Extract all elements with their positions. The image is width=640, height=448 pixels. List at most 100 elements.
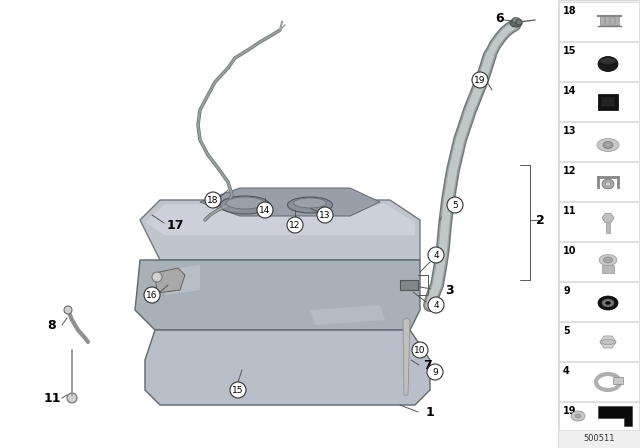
Bar	[605, 16, 609, 25]
Polygon shape	[145, 204, 415, 235]
Ellipse shape	[600, 340, 616, 345]
Bar	[559, 242, 639, 281]
Ellipse shape	[598, 296, 618, 310]
Text: 500511: 500511	[583, 434, 615, 443]
Text: 7: 7	[424, 358, 433, 371]
Ellipse shape	[287, 197, 333, 213]
Text: 18: 18	[563, 6, 577, 16]
Bar	[559, 82, 639, 121]
Text: 1: 1	[426, 405, 435, 418]
Circle shape	[412, 342, 428, 358]
Text: 19: 19	[563, 406, 577, 416]
Text: 17: 17	[166, 219, 184, 232]
Text: 11: 11	[563, 206, 577, 216]
Bar	[559, 362, 639, 401]
Bar	[601, 97, 615, 107]
Ellipse shape	[220, 196, 270, 214]
Text: 15: 15	[563, 46, 577, 56]
Bar	[558, 0, 640, 448]
Text: 12: 12	[289, 220, 301, 229]
Text: 12: 12	[563, 166, 577, 176]
Circle shape	[428, 247, 444, 263]
Circle shape	[67, 393, 77, 403]
Ellipse shape	[605, 182, 611, 186]
Bar	[610, 16, 614, 25]
Text: 2: 2	[536, 214, 545, 227]
Circle shape	[472, 72, 488, 88]
Text: 11: 11	[44, 392, 61, 405]
Polygon shape	[135, 260, 420, 330]
Circle shape	[144, 287, 160, 303]
Circle shape	[64, 306, 72, 314]
Polygon shape	[140, 200, 420, 260]
Circle shape	[287, 217, 303, 233]
Text: 6: 6	[496, 12, 504, 25]
Ellipse shape	[571, 411, 585, 421]
Circle shape	[447, 197, 463, 213]
Bar	[559, 42, 639, 81]
Text: 10: 10	[563, 246, 577, 256]
Bar	[613, 377, 623, 384]
Text: 5: 5	[563, 326, 570, 336]
Bar	[559, 322, 639, 361]
Bar	[559, 122, 639, 161]
Bar	[559, 202, 639, 241]
Ellipse shape	[605, 302, 611, 305]
Polygon shape	[403, 318, 410, 395]
Ellipse shape	[603, 142, 613, 148]
Circle shape	[230, 382, 246, 398]
Circle shape	[205, 192, 221, 208]
Text: 14: 14	[259, 206, 271, 215]
Bar	[400, 280, 418, 290]
Ellipse shape	[605, 143, 611, 146]
Text: 15: 15	[232, 385, 244, 395]
Text: 8: 8	[48, 319, 56, 332]
Text: 9: 9	[563, 286, 570, 296]
Text: 3: 3	[445, 284, 454, 297]
Text: 19: 19	[474, 76, 486, 85]
Text: 10: 10	[414, 345, 426, 354]
Ellipse shape	[294, 198, 326, 208]
Bar	[559, 402, 639, 430]
Ellipse shape	[604, 257, 612, 263]
Text: 4: 4	[433, 301, 439, 310]
Ellipse shape	[600, 57, 616, 65]
Bar	[559, 2, 639, 41]
Bar	[559, 282, 639, 321]
Bar	[600, 16, 604, 25]
Circle shape	[257, 202, 273, 218]
Bar	[602, 265, 614, 273]
Ellipse shape	[512, 17, 520, 22]
Text: 4: 4	[433, 250, 439, 259]
Circle shape	[427, 364, 443, 380]
Ellipse shape	[575, 414, 581, 418]
Text: 9: 9	[432, 367, 438, 376]
Text: 16: 16	[147, 290, 157, 300]
Text: 14: 14	[563, 86, 577, 96]
Text: 5: 5	[452, 201, 458, 210]
Polygon shape	[200, 188, 380, 216]
Polygon shape	[145, 330, 430, 405]
Bar	[615, 16, 619, 25]
Ellipse shape	[598, 56, 618, 72]
Bar	[606, 223, 610, 233]
Text: 13: 13	[563, 126, 577, 136]
Bar	[559, 162, 639, 201]
Circle shape	[428, 297, 444, 313]
Circle shape	[152, 272, 162, 282]
Ellipse shape	[599, 254, 617, 266]
Polygon shape	[310, 305, 385, 325]
Ellipse shape	[597, 138, 619, 151]
Text: 18: 18	[207, 195, 219, 204]
Ellipse shape	[510, 19, 522, 27]
Text: 13: 13	[319, 211, 331, 220]
Ellipse shape	[602, 179, 614, 189]
Ellipse shape	[226, 197, 264, 209]
Polygon shape	[155, 268, 185, 293]
Circle shape	[516, 19, 522, 25]
Text: 4: 4	[563, 366, 570, 376]
Polygon shape	[600, 336, 616, 348]
Circle shape	[317, 207, 333, 223]
Bar	[598, 94, 618, 110]
Polygon shape	[602, 214, 614, 222]
